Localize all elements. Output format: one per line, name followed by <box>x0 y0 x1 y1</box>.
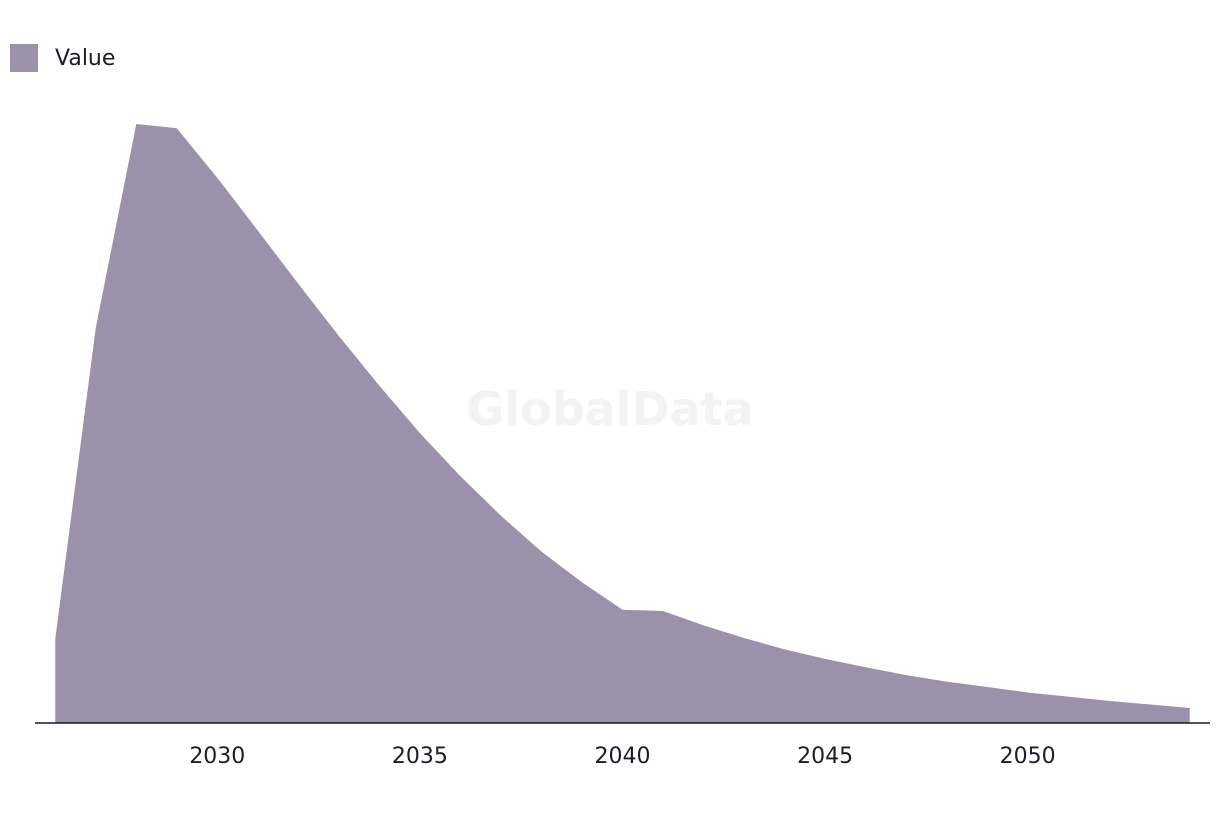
legend: Value <box>10 44 115 72</box>
x-tick-label: 2030 <box>189 744 245 769</box>
x-tick-label: 2040 <box>595 744 651 769</box>
x-tick-label: 2050 <box>1000 744 1056 769</box>
x-tick-label: 2045 <box>797 744 853 769</box>
x-tick-label: 2035 <box>392 744 448 769</box>
legend-label-value: Value <box>55 45 116 71</box>
x-axis-ticks: 2030 2035 2040 2045 2050 <box>189 744 1055 769</box>
legend-swatch-value <box>10 44 38 72</box>
area-series-value <box>55 124 1190 723</box>
watermark-text: GlobalData <box>466 382 753 436</box>
area-layer <box>55 124 1190 723</box>
